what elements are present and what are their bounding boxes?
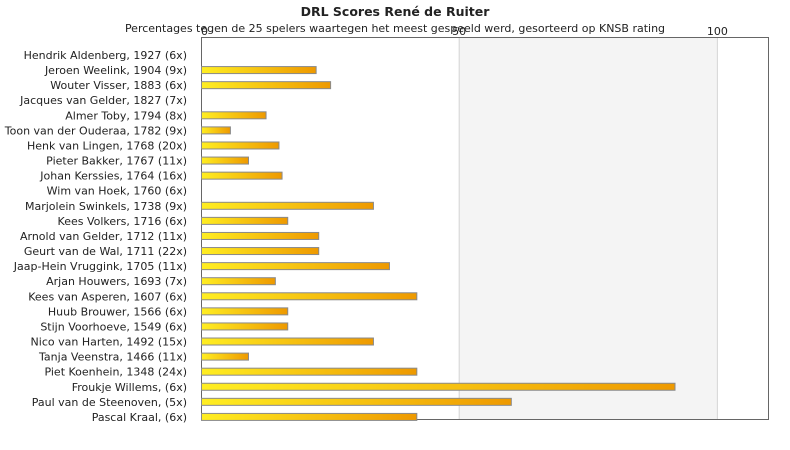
category-label: Huub Brouwer, 1566 (6x) <box>48 305 187 318</box>
category-label: Kees van Asperen, 1607 (6x) <box>28 290 187 303</box>
bar <box>201 367 418 376</box>
chart-title: DRL Scores René de Ruiter <box>300 4 490 19</box>
bar <box>201 66 317 75</box>
bar <box>201 201 374 210</box>
category-label: Arnold van Gelder, 1712 (11x) <box>20 230 187 243</box>
chart-subtitle: Percentages tegen de 25 spelers waartege… <box>124 22 666 35</box>
category-label: Henk van Lingen, 1768 (20x) <box>27 139 187 152</box>
category-label: Stijn Voorhoeve, 1549 (6x) <box>40 320 187 333</box>
bar <box>201 216 289 225</box>
category-label: Marjolein Swinkels, 1738 (9x) <box>25 200 187 213</box>
category-label: Nico van Harten, 1492 (15x) <box>31 336 187 349</box>
gridlines <box>458 37 718 420</box>
category-label: Jeroen Weelink, 1904 (9x) <box>44 64 187 77</box>
bar <box>201 382 676 391</box>
category-label: Pascal Kraal, (6x) <box>92 411 187 424</box>
bar <box>201 322 289 331</box>
bar <box>201 292 418 301</box>
bar <box>201 307 289 316</box>
category-label: Johan Kerssies, 1764 (16x) <box>39 170 187 183</box>
category-label: Almer Toby, 1794 (8x) <box>65 109 187 122</box>
category-label: Froukje Willems, (6x) <box>72 381 187 394</box>
x-tick-label: 100 <box>707 25 728 38</box>
bar <box>201 231 320 240</box>
bar <box>201 81 332 90</box>
category-label: Wouter Visser, 1883 (6x) <box>50 79 187 92</box>
bar <box>201 156 249 165</box>
grid-band <box>459 37 718 420</box>
bars <box>201 66 676 421</box>
category-label: Piet Koenhein, 1348 (24x) <box>44 366 187 379</box>
category-labels: Hendrik Aldenberg, 1927 (6x) Jeroen Weeli… <box>4 49 187 424</box>
bar <box>201 412 418 421</box>
bar <box>201 171 283 180</box>
bar <box>201 141 280 150</box>
x-tick-label: 0 <box>201 25 208 38</box>
bar <box>201 247 320 256</box>
category-label: Kees Volkers, 1716 (6x) <box>58 215 187 228</box>
category-label: Wim van Hoek, 1760 (6x) <box>47 185 187 198</box>
bar <box>201 262 390 271</box>
x-tick-label: 50 <box>452 25 466 38</box>
bar <box>201 397 512 406</box>
category-label: Paul van de Steenoven, (5x) <box>32 396 187 409</box>
category-label: Arjan Houwers, 1693 (7x) <box>46 275 187 288</box>
bar <box>201 126 231 135</box>
category-label: Pieter Bakker, 1767 (11x) <box>46 155 187 168</box>
bar <box>201 337 374 346</box>
plot-frame <box>201 37 769 420</box>
category-label: Tanja Veenstra, 1466 (11x) <box>38 351 187 364</box>
category-label: Jaap-Hein Vruggink, 1705 (11x) <box>13 260 187 273</box>
category-label: Toon van der Ouderaa, 1782 (9x) <box>4 124 187 137</box>
bar <box>201 277 276 286</box>
x-axis-ticks: 0 50 100 <box>201 25 728 38</box>
bar <box>201 111 267 120</box>
category-label: Geurt van de Wal, 1711 (22x) <box>24 245 187 258</box>
grid-bands <box>459 37 718 420</box>
category-label: Jacques van Gelder, 1827 (7x) <box>19 94 187 107</box>
bar <box>201 352 249 361</box>
category-label: Hendrik Aldenberg, 1927 (6x) <box>24 49 187 62</box>
